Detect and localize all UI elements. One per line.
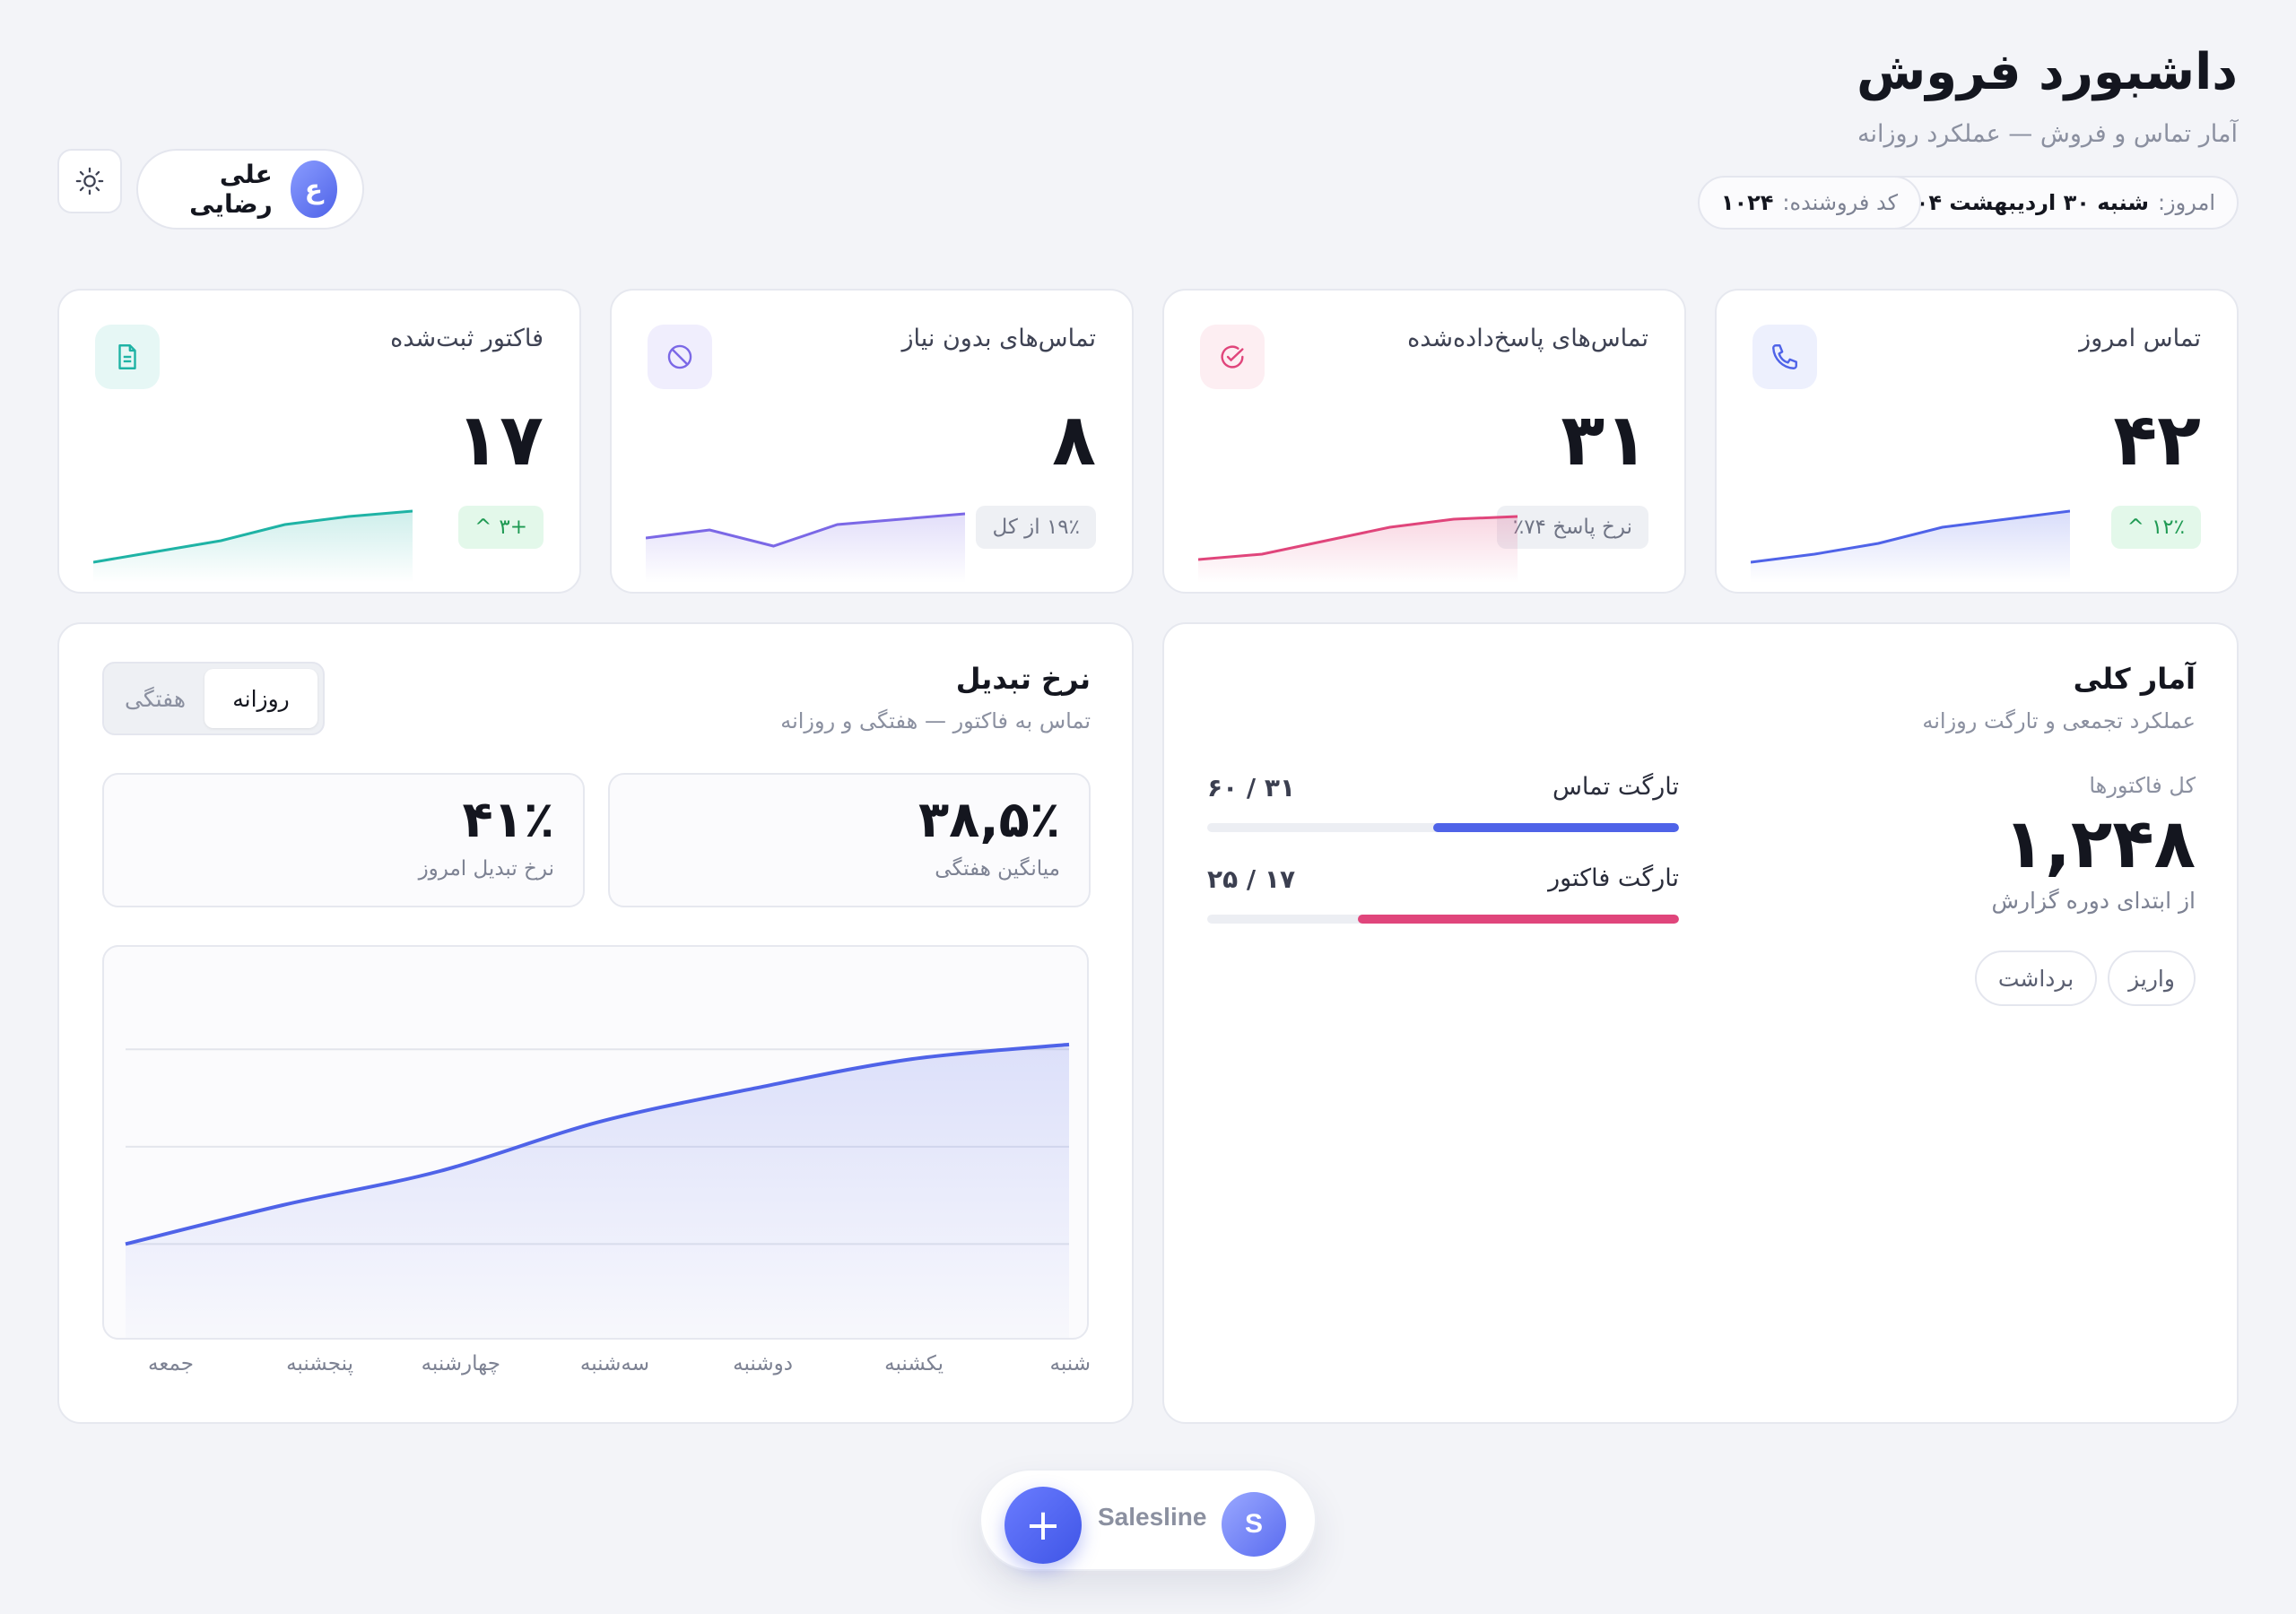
conversion-card: نرخ تبدیل تماس به فاکتور — هفتگی و روزان…	[57, 622, 1134, 1424]
total-invoices-value: ۱,۲۴۸	[2003, 803, 2196, 883]
phone-icon	[1772, 344, 1797, 369]
x-tick-label: یکشنبه	[884, 1352, 944, 1375]
since-label: از ابتدای دوره گزارش	[1991, 888, 2196, 914]
add-button[interactable]: +	[1004, 1487, 1082, 1564]
sparkline-area	[1198, 516, 1518, 583]
stat-card-unneeded-calls: تماس‌های بدون نیاز ۸ ۱۹٪ از کل	[610, 289, 1134, 594]
sparkline-line	[1751, 509, 2070, 564]
user-name: علی رضایی	[189, 160, 273, 219]
invoice-target-value: ۲۵ / ۱۷	[1207, 864, 1296, 894]
brand-name: Salesline	[1098, 1503, 1207, 1531]
seller-code-value: ۱۰۲۴	[1720, 190, 1774, 215]
call-target-value: ۶۰ / ۳۱	[1207, 773, 1296, 803]
page-subtitle: آمار تماس و فروش — عملکرد روزانه	[1857, 120, 2238, 148]
call-target-label: تارگت تماس	[1552, 773, 1679, 801]
stat-icon-wrap	[648, 325, 712, 389]
sparkline	[1751, 509, 2070, 583]
brand-logo: S	[1222, 1492, 1286, 1557]
sparkline	[646, 512, 965, 583]
stat-card-answered-calls: تماس‌های پاسخ‌داده‌شده ۳۱ نرخ پاسخ ۷۴٪	[1162, 289, 1686, 594]
call-target-progress	[1207, 823, 1679, 832]
date-label: امروز:	[2157, 190, 2215, 215]
stat-icon-wrap	[1200, 325, 1265, 389]
trend-badge-text: ۱۲٪	[2151, 516, 2185, 539]
stat-badge: ۱۹٪ از کل	[976, 506, 1096, 549]
trend-badge-text: +۳	[499, 516, 527, 539]
stat-card-calls-today: تماس امروز ۴۲ ۱۲٪ ^	[1715, 289, 2239, 594]
sparkline	[1198, 515, 1518, 583]
overview-subtitle: عملکرد تجمعی و تارگت روزانه	[1922, 708, 2196, 733]
sun-icon	[75, 167, 104, 195]
stat-value: ۸	[1052, 398, 1096, 482]
sparkline-area	[93, 511, 413, 583]
user-menu[interactable]: علی رضایی ع	[136, 149, 364, 230]
conversion-chart	[102, 945, 1089, 1340]
conversion-subtitle: تماس به فاکتور — هفتگی و روزانه	[780, 708, 1091, 733]
x-tick-label: شنبه	[1049, 1352, 1091, 1375]
x-tick-label: چهارشنبه	[421, 1352, 500, 1375]
document-icon	[118, 344, 136, 369]
conversion-chart-svg	[125, 1042, 1070, 1338]
invoice-target-progress	[1207, 915, 1679, 924]
stat-title: تماس امروز	[2079, 325, 2201, 352]
avatar: ع	[290, 161, 337, 218]
x-tick-label: پنجشنبه	[286, 1352, 353, 1375]
x-tick-label: دوشنبه	[733, 1352, 793, 1375]
stat-badge: +۳ ^	[458, 506, 544, 549]
tab-weekly[interactable]: هفتگی	[124, 685, 187, 712]
period-toggle: روزانه هفتگی	[102, 662, 325, 735]
stat-card-invoices: فاکتور ثبت‌شده ۱۷ +۳ ^	[57, 289, 581, 594]
check-circle-icon	[1221, 345, 1244, 369]
stat-badge: نرخ پاسخ ۷۴٪	[1496, 506, 1648, 549]
tab-daily[interactable]: روزانه	[204, 669, 317, 728]
seller-code-pill: کد فروشنده: ۱۰۲۴	[1697, 176, 1921, 230]
arrow-up-icon: ^	[2126, 516, 2144, 539]
stat-title: فاکتور ثبت‌شده	[390, 325, 544, 352]
overview-card: آمار کلی عملکرد تجمعی و تارگت روزانه کل …	[1162, 622, 2239, 1424]
x-tick-label: جمعه	[148, 1352, 194, 1375]
response-rate-text: نرخ پاسخ ۷۴٪	[1512, 516, 1632, 539]
sparkline-line	[93, 509, 413, 564]
theme-toggle-button[interactable]	[57, 149, 122, 213]
date-pill: امروز: شنبه ۳۰ اردیبهشت ۱۴۰۴	[1866, 176, 2239, 230]
bottom-dock: + Salesline S	[979, 1469, 1317, 1571]
sparkline-line	[646, 512, 965, 548]
page-title: داشبورد فروش	[1856, 43, 2238, 101]
conversion-line	[125, 1042, 1070, 1246]
stat-icon-wrap	[95, 325, 160, 389]
stat-icon-wrap	[1752, 325, 1817, 389]
sparkline	[93, 509, 413, 583]
weekly-average-kpi: ۳۸,۵٪ میانگین هفتگی	[608, 773, 1091, 907]
today-rate-kpi: ۴۱٪ نرخ تبدیل امروز	[102, 773, 585, 907]
today-rate-label: نرخ تبدیل امروز	[418, 857, 554, 881]
withdraw-chip[interactable]: برداشت	[1975, 950, 2097, 1006]
today-rate-value: ۴۱٪	[462, 791, 554, 849]
share-text: ۱۹٪ از کل	[992, 516, 1080, 539]
stat-badge: ۱۲٪ ^	[2110, 506, 2201, 549]
overview-title: آمار کلی	[2073, 662, 2196, 696]
call-target-progress-fill	[1433, 823, 1679, 832]
sparkline-line	[1198, 515, 1518, 561]
stat-title: تماس‌های بدون نیاز	[901, 325, 1096, 352]
weekly-average-label: میانگین هفتگی	[935, 857, 1060, 881]
seller-code-label: کد فروشنده:	[1782, 190, 1898, 215]
stat-value: ۴۲	[2113, 398, 2201, 482]
conversion-title: نرخ تبدیل	[955, 662, 1091, 696]
date-value: شنبه ۳۰ اردیبهشت ۱۴۰۴	[1889, 190, 2149, 215]
total-invoices-label: کل فاکتورها	[2089, 773, 2196, 798]
x-tick-label: سه‌شنبه	[579, 1352, 649, 1375]
block-icon	[667, 344, 692, 369]
sparkline-area	[646, 514, 965, 583]
stat-title: تماس‌های پاسخ‌داده‌شده	[1407, 325, 1648, 352]
stat-value: ۱۷	[456, 398, 544, 482]
weekly-average-value: ۳۸,۵٪	[918, 791, 1060, 849]
stat-value: ۳۱	[1561, 398, 1648, 482]
invoice-target-progress-fill	[1358, 915, 1679, 924]
sparkline-area	[1751, 511, 2070, 583]
invoice-target-label: تارگت فاکتور	[1548, 864, 1679, 892]
deposit-chip[interactable]: واریز	[2108, 950, 2196, 1006]
conversion-area	[126, 1044, 1069, 1338]
arrow-up-icon: ^	[474, 516, 492, 539]
